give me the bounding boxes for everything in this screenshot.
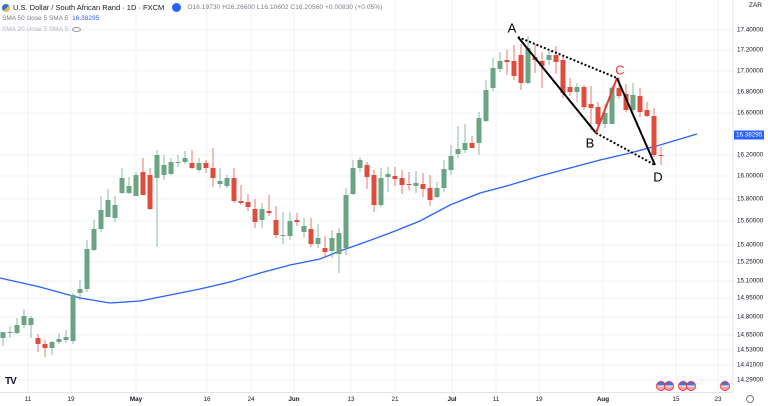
price-tick-label: 16.80000 [737,88,764,96]
time-tick-label: 21 [391,396,399,403]
time-tick-label: 13 [347,396,355,403]
time-tick-label: 16 [203,396,211,403]
time-tick-label: 19 [67,396,75,403]
chart-grid [0,0,733,392]
sma-50-line [0,133,698,304]
us-event-flag-icon[interactable] [664,381,674,391]
candlestick-series [0,36,664,357]
price-tick-label: 14.80000 [737,313,764,321]
price-tick-label: 15.10000 [737,277,764,285]
time-axis[interactable]: 11 19 May 16 24 Jun 13 21 Jul 11 19 Aug 15 23 [0,392,733,406]
time-tick-label: 11 [24,396,32,403]
price-tick-label: 15.40000 [737,241,764,249]
time-tick-label: Jul [447,396,457,403]
ohlc-values: O16.19730 H16.26600 L16.10602 C16.20560 … [187,4,383,11]
settings-gear-icon[interactable] [746,395,754,403]
price-tick-label: 15.25000 [737,258,764,266]
indicator-label: SMA 50 close 5 SMA 5 [2,15,69,22]
time-tick-label: 15 [672,396,680,403]
us-event-flag-icon[interactable] [720,381,730,391]
indicator-row-sma50[interactable]: SMA 50 close 5 SMA 5 16.38295 [2,13,382,24]
time-tick-label: Aug [596,396,610,403]
price-tick-label: 14.41000 [737,361,764,369]
abcd-pattern-drawing[interactable] [517,36,656,166]
indicator-label: SMA 20 close 5 SMA 5 [2,26,69,33]
time-tick-label: 23 [714,396,722,403]
price-tick-label: 16.20000 [737,151,764,159]
currency-pair-icon [2,3,10,12]
price-tick-label: 14.95000 [737,294,764,302]
chart-legend: U.S. Dollar / South African Rand · 1D · … [2,2,382,35]
time-tick-label: 24 [247,396,255,403]
pattern-point-label-a: A [507,20,517,36]
time-tick-label: 11 [492,396,500,403]
time-tick-label: May [129,396,143,403]
price-axis[interactable]: 17.40000 17.20000 17.00000 16.80000 16.60000… [733,0,768,392]
indicator-value: 16.38295 [72,15,100,22]
price-tick-label: 14.29000 [737,376,764,384]
price-tick-label: 15.60000 [737,217,764,225]
price-tick-label: 14.53000 [737,346,764,354]
price-tick-label: 17.20000 [737,46,764,54]
price-tick-label: 14.65000 [737,331,764,339]
time-tick-label: 19 [535,396,543,403]
price-tick-label: 16.60000 [737,109,764,117]
symbol-row: U.S. Dollar / South African Rand · 1D · … [2,2,382,13]
tradingview-logo[interactable]: TV [5,376,17,387]
price-tick-label: 17.00000 [737,67,764,75]
symbol-title[interactable]: U.S. Dollar / South African Rand · 1D · … [13,3,165,12]
price-tick-label: 16.00000 [737,172,764,180]
us-event-flag-icon[interactable] [686,381,696,391]
currency-selector[interactable]: ZAR [749,2,762,9]
pattern-point-label-b: B [585,135,595,151]
time-tick-label: Jun [288,396,300,403]
price-tick-label: 17.40000 [737,26,764,34]
market-status-icon [172,3,182,12]
pattern-point-label-d: D [653,169,663,185]
sma-last-value-badge: 16.38295 [734,130,765,140]
eye-hidden-icon[interactable] [72,27,82,32]
price-tick-label: 15.80000 [737,195,764,203]
pattern-point-label-c: C [615,62,625,78]
indicator-row-sma20[interactable]: SMA 20 close 5 SMA 5 [2,24,382,35]
